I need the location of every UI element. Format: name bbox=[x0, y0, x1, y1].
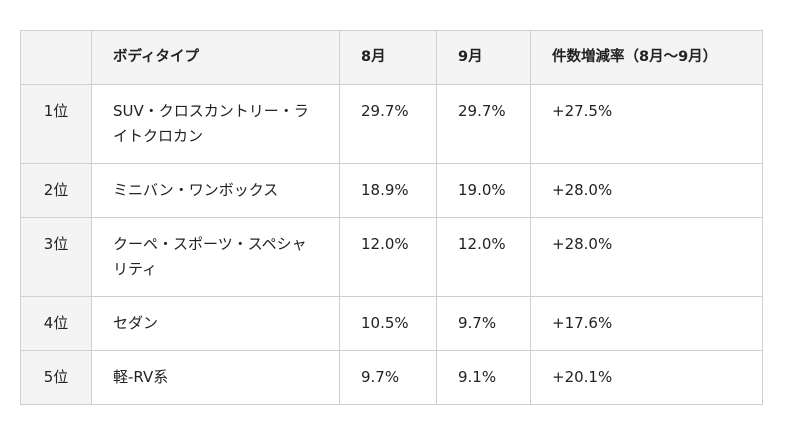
rank-cell: 2位 bbox=[20, 163, 92, 218]
august-cell: 10.5% bbox=[339, 296, 437, 351]
change-rate-cell: +17.6% bbox=[530, 296, 763, 351]
body-type-cell: ミニバン・ワンボックス bbox=[91, 163, 340, 218]
september-cell: 9.7% bbox=[436, 296, 531, 351]
august-cell: 9.7% bbox=[339, 350, 437, 405]
rank-cell: 3位 bbox=[20, 217, 92, 297]
rank-cell: 1位 bbox=[20, 84, 92, 164]
header-change-rate: 件数増減率（8月〜9月） bbox=[530, 30, 763, 85]
change-rate-cell: +27.5% bbox=[530, 84, 763, 164]
september-cell: 9.1% bbox=[436, 350, 531, 405]
header-body-type: ボディタイプ bbox=[91, 30, 340, 85]
september-cell: 29.7% bbox=[436, 84, 531, 164]
header-september: 9月 bbox=[436, 30, 531, 85]
header-rank bbox=[20, 30, 92, 85]
september-cell: 12.0% bbox=[436, 217, 531, 297]
table-row: 4位 セダン 10.5% 9.7% +17.6% bbox=[20, 296, 763, 351]
change-rate-cell: +20.1% bbox=[530, 350, 763, 405]
august-cell: 29.7% bbox=[339, 84, 437, 164]
august-cell: 18.9% bbox=[339, 163, 437, 218]
body-type-cell: SUV・クロスカントリー・ライトクロカン bbox=[91, 84, 340, 164]
rank-cell: 4位 bbox=[20, 296, 92, 351]
body-type-cell: セダン bbox=[91, 296, 340, 351]
change-rate-cell: +28.0% bbox=[530, 163, 763, 218]
header-august: 8月 bbox=[339, 30, 437, 85]
rank-cell: 5位 bbox=[20, 350, 92, 405]
august-cell: 12.0% bbox=[339, 217, 437, 297]
table-row: 1位 SUV・クロスカントリー・ライトクロカン 29.7% 29.7% +27.… bbox=[20, 84, 763, 164]
header-row: ボディタイプ 8月 9月 件数増減率（8月〜9月） bbox=[20, 30, 763, 85]
table-row: 3位 クーペ・スポーツ・スペシャリティ 12.0% 12.0% +28.0% bbox=[20, 217, 763, 297]
table-row: 2位 ミニバン・ワンボックス 18.9% 19.0% +28.0% bbox=[20, 163, 763, 218]
table-row: 5位 軽-RV系 9.7% 9.1% +20.1% bbox=[20, 350, 763, 405]
body-type-cell: 軽-RV系 bbox=[91, 350, 340, 405]
september-cell: 19.0% bbox=[436, 163, 531, 218]
change-rate-cell: +28.0% bbox=[530, 217, 763, 297]
body-type-ranking-table: ボディタイプ 8月 9月 件数増減率（8月〜9月） 1位 SUV・クロスカントリ… bbox=[20, 30, 763, 405]
body-type-cell: クーペ・スポーツ・スペシャリティ bbox=[91, 217, 340, 297]
